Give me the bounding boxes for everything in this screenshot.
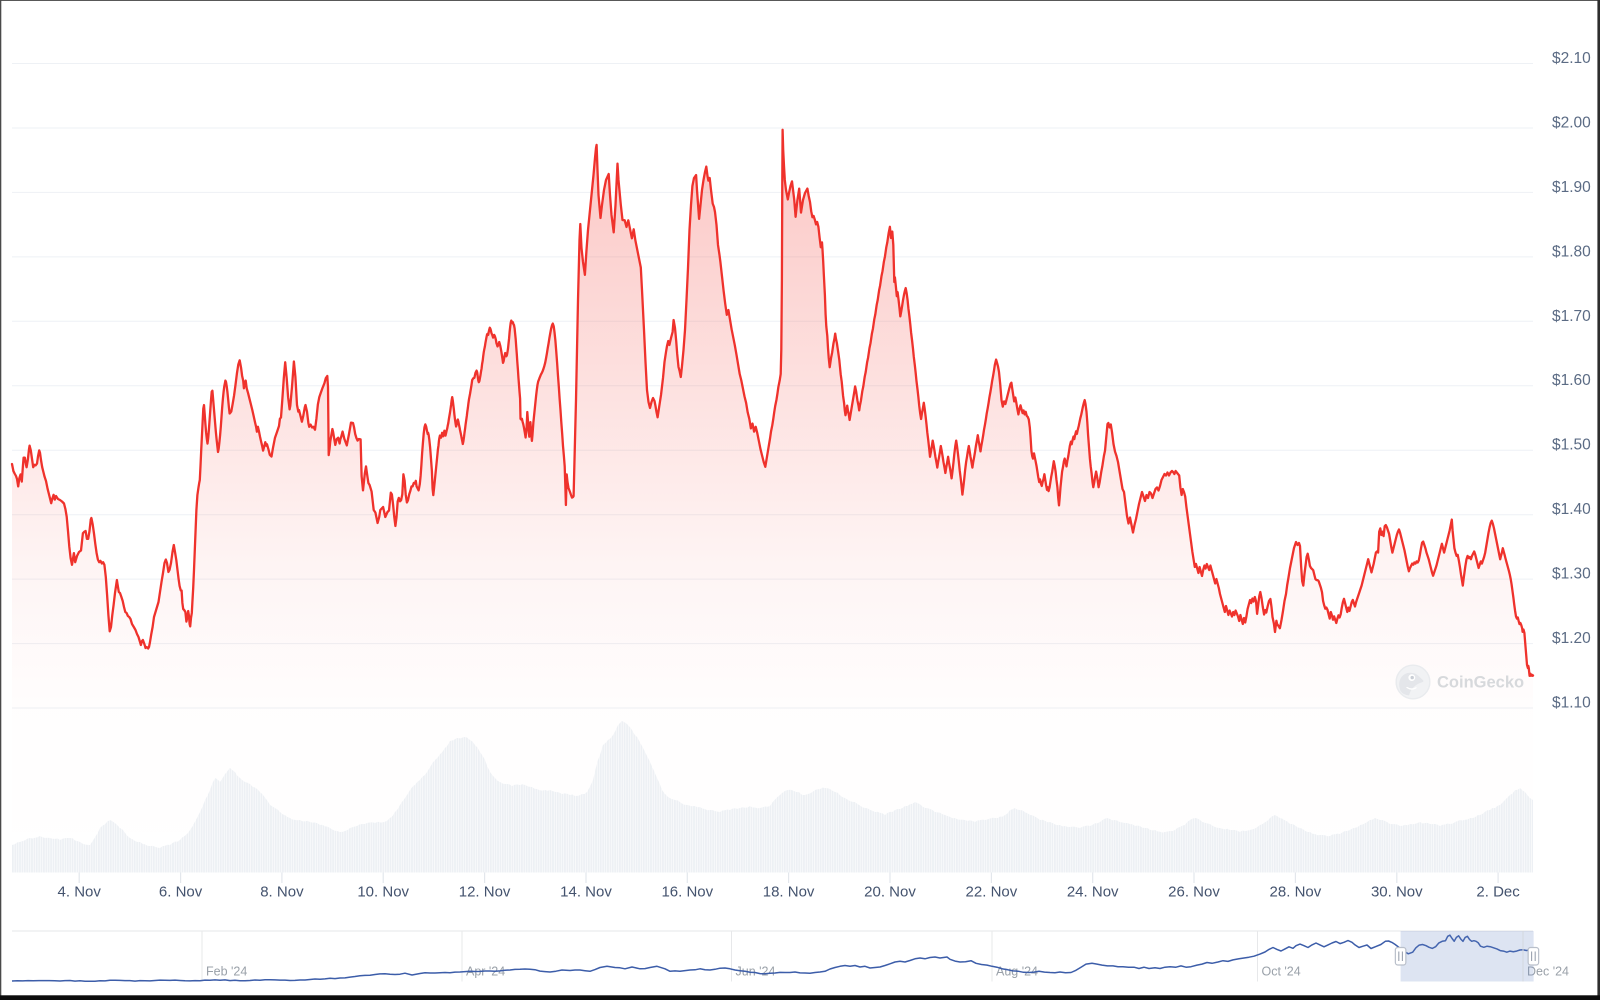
svg-text:2. Dec: 2. Dec bbox=[1476, 884, 1520, 901]
svg-text:Dec '24: Dec '24 bbox=[1527, 965, 1569, 979]
svg-text:6. Nov: 6. Nov bbox=[159, 884, 203, 901]
svg-text:16. Nov: 16. Nov bbox=[661, 884, 713, 901]
svg-text:$1.80: $1.80 bbox=[1552, 243, 1591, 260]
svg-text:$2.10: $2.10 bbox=[1552, 50, 1591, 67]
svg-text:$1.30: $1.30 bbox=[1552, 566, 1591, 583]
svg-text:10. Nov: 10. Nov bbox=[357, 884, 409, 901]
svg-text:14. Nov: 14. Nov bbox=[560, 884, 612, 901]
svg-text:18. Nov: 18. Nov bbox=[763, 884, 815, 901]
svg-text:22. Nov: 22. Nov bbox=[966, 884, 1018, 901]
svg-text:12. Nov: 12. Nov bbox=[459, 884, 511, 901]
svg-text:20. Nov: 20. Nov bbox=[864, 884, 916, 901]
svg-text:$1.60: $1.60 bbox=[1552, 372, 1591, 389]
svg-text:Jun '24: Jun '24 bbox=[736, 965, 776, 979]
svg-text:CoinGecko: CoinGecko bbox=[1437, 674, 1524, 692]
svg-text:4. Nov: 4. Nov bbox=[58, 884, 102, 901]
svg-text:$2.00: $2.00 bbox=[1552, 115, 1591, 132]
svg-text:$1.40: $1.40 bbox=[1552, 501, 1591, 518]
svg-text:30. Nov: 30. Nov bbox=[1371, 884, 1423, 901]
svg-text:$1.70: $1.70 bbox=[1552, 308, 1591, 325]
svg-text:24. Nov: 24. Nov bbox=[1067, 884, 1119, 901]
svg-text:8. Nov: 8. Nov bbox=[260, 884, 304, 901]
svg-text:26. Nov: 26. Nov bbox=[1168, 884, 1220, 901]
svg-text:28. Nov: 28. Nov bbox=[1270, 884, 1322, 901]
svg-text:Oct '24: Oct '24 bbox=[1262, 965, 1301, 979]
svg-text:$1.20: $1.20 bbox=[1552, 630, 1591, 647]
svg-text:$1.10: $1.10 bbox=[1552, 695, 1591, 712]
svg-text:$1.90: $1.90 bbox=[1552, 179, 1591, 196]
svg-text:Feb '24: Feb '24 bbox=[206, 965, 247, 979]
svg-text:$1.50: $1.50 bbox=[1552, 437, 1591, 454]
